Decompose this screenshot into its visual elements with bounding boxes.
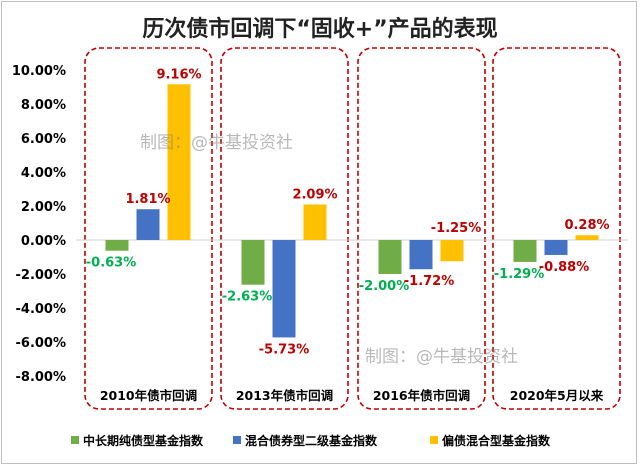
bar (575, 235, 599, 240)
y-tick-label: 10.00% (12, 64, 66, 79)
category-label: 2013年债市回调 (236, 388, 333, 403)
data-label: -0.63% (86, 256, 137, 271)
category-label: 2016年债市回调 (373, 388, 470, 403)
bar (409, 240, 433, 270)
y-tick-label: 4.00% (21, 166, 66, 181)
y-tick-label: 0.00% (21, 234, 66, 249)
data-label: -5.73% (259, 342, 310, 357)
category-label: 2020年5月以来 (510, 388, 604, 403)
bar (241, 240, 265, 285)
period-highlight-box (220, 47, 349, 410)
bar (136, 209, 160, 240)
data-label: -1.29% (494, 267, 545, 282)
y-tick-label: 2.00% (21, 200, 66, 215)
bar (378, 240, 402, 274)
bar (440, 240, 464, 262)
bar (167, 84, 191, 240)
legend-swatch (430, 436, 438, 444)
bar (544, 240, 568, 255)
data-label: -2.00% (359, 279, 410, 294)
watermark-bottom: 制图：@牛基投资社 (365, 347, 518, 367)
legend-label: 中长期纯债型基金指数 (83, 433, 204, 448)
data-label: 9.16% (156, 67, 201, 82)
y-tick-label: 6.00% (21, 132, 66, 147)
period-highlight-box (357, 47, 486, 410)
legend-label: 偏债混合型基金指数 (442, 433, 551, 448)
bar (303, 204, 327, 240)
y-tick-label: -8.00% (16, 370, 67, 385)
period-highlight-box (84, 47, 213, 410)
y-tick-label: -6.00% (16, 336, 67, 351)
data-label: 2.09% (292, 187, 337, 202)
legend-label: 混合债券型二级基金指数 (245, 433, 378, 448)
bar (513, 240, 537, 262)
bar (272, 240, 296, 338)
y-tick-label: 8.00% (21, 98, 66, 113)
legend-swatch (233, 436, 241, 444)
data-label: -1.72% (404, 274, 455, 289)
category-label: 2010年债市回调 (100, 388, 197, 403)
watermark-top: 制图：@牛基投资社 (140, 133, 293, 153)
data-label: 0.28% (564, 218, 609, 233)
data-label: -1.25% (431, 221, 482, 236)
bar (105, 240, 129, 251)
legend-swatch (71, 436, 79, 444)
y-tick-label: -4.00% (16, 302, 67, 317)
period-highlight-box (492, 47, 621, 410)
y-tick-label: -2.00% (16, 268, 67, 283)
data-label: 1.81% (125, 192, 170, 207)
chart-title: 历次债市回调下“固收+”产品的表现 (142, 16, 497, 42)
data-label: -2.63% (222, 290, 273, 305)
data-label: -0.88% (539, 260, 590, 275)
